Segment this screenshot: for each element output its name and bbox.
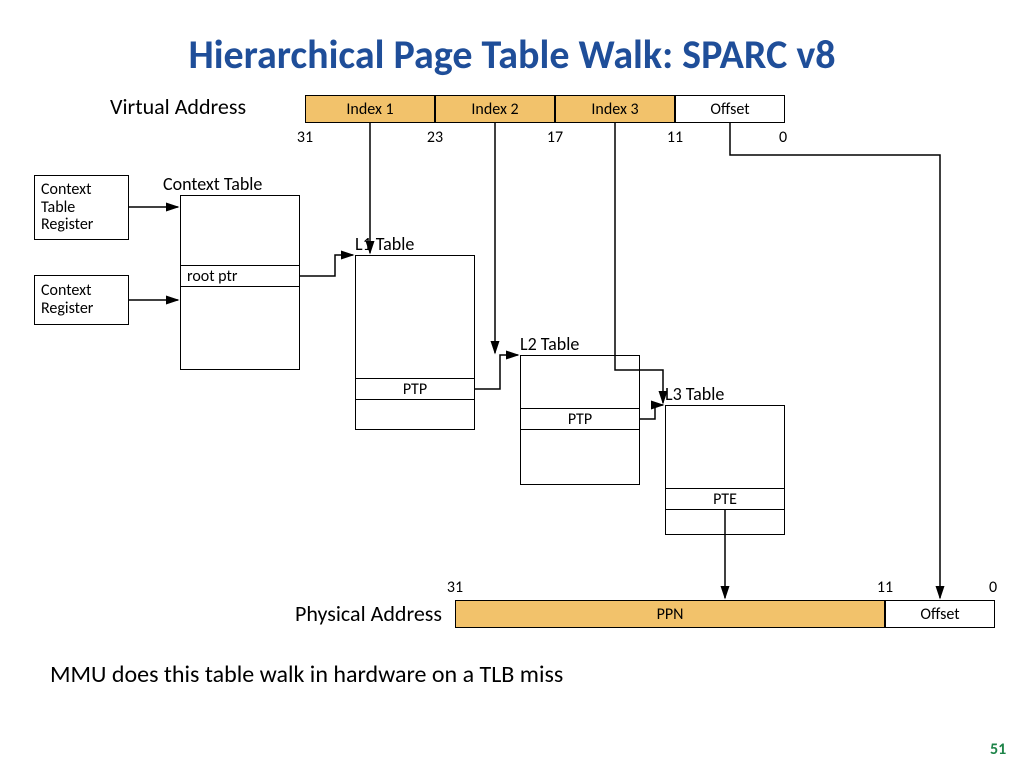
va-field-index2: Index 2 bbox=[435, 95, 555, 123]
l3-table-label: L3 Table bbox=[665, 383, 724, 405]
context-table-register-label: Context Table Register bbox=[41, 181, 122, 234]
va-bit-17: 17 bbox=[544, 128, 566, 147]
virtual-address-label: Virtual Address bbox=[110, 93, 246, 120]
va-field-index1: Index 1 bbox=[305, 95, 435, 123]
l2-ptp-entry: PTP bbox=[520, 408, 640, 430]
l2-table-label: L2 Table bbox=[520, 333, 579, 355]
slide-number: 51 bbox=[990, 740, 1006, 759]
pa-field-ppn: PPN bbox=[455, 600, 885, 628]
l3-pte-entry: PTE bbox=[665, 488, 785, 510]
pa-field-offset: Offset bbox=[885, 600, 995, 628]
pa-bit-31: 31 bbox=[444, 578, 466, 597]
va-bit-0: 0 bbox=[772, 128, 794, 147]
context-register-label: Context Register bbox=[41, 282, 122, 317]
page-title: Hierarchical Page Table Walk: SPARC v8 bbox=[0, 30, 1024, 79]
l1-ptp-entry: PTP bbox=[355, 378, 475, 400]
va-field-index3: Index 3 bbox=[555, 95, 675, 123]
l3-table bbox=[665, 405, 785, 535]
root-ptr-entry: root ptr bbox=[180, 265, 300, 287]
va-bit-23: 23 bbox=[424, 128, 446, 147]
context-table-register-box: Context Table Register bbox=[34, 175, 129, 240]
physical-address-label: Physical Address bbox=[295, 600, 442, 627]
l1-table bbox=[355, 255, 475, 430]
context-register-box: Context Register bbox=[34, 275, 129, 325]
pa-bit-0: 0 bbox=[982, 578, 1004, 597]
va-field-offset: Offset bbox=[675, 95, 785, 123]
context-table-label: Context Table bbox=[163, 173, 262, 195]
va-bit-11: 11 bbox=[664, 128, 686, 147]
l1-table-label: L1 Table bbox=[355, 233, 414, 255]
va-bit-31: 31 bbox=[294, 128, 316, 147]
caption-text: MMU does this table walk in hardware on … bbox=[50, 660, 563, 689]
pa-bit-11: 11 bbox=[874, 578, 896, 597]
